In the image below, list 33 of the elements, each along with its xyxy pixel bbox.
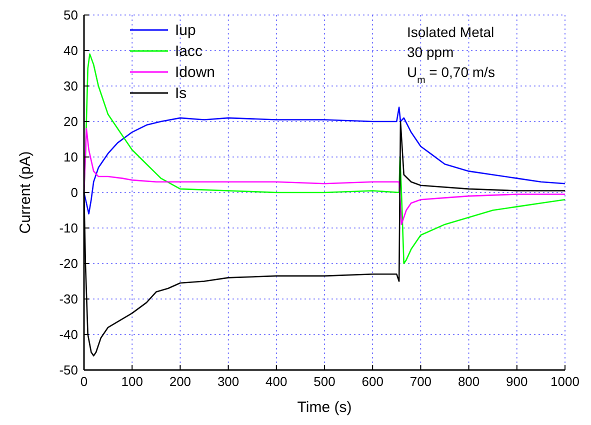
x-tick-label: 900 [506,374,528,389]
x-tick-label: 1000 [550,374,580,389]
y-axis-title: Current (pA) [17,151,34,234]
line-series [83,106,566,214]
legend-label: Is [175,85,187,102]
y-tick-label: -40 [59,327,78,342]
x-tick-label: 400 [266,374,288,389]
legend-label: Iup [175,22,196,39]
y-tick-label: 10 [64,150,78,164]
legend-label: Idown [175,64,216,81]
y-tick-label: -20 [59,256,78,271]
y-tick-label: 50 [64,8,78,22]
x-tick-label: 700 [410,374,432,389]
y-tick-label: -10 [59,220,78,236]
x-tick-label: 800 [458,374,480,389]
x-tick-label: 500 [314,374,336,389]
y-tick-label: -30 [59,292,78,306]
x-tick-label: 0 [80,374,88,389]
x-tick-label: 600 [362,374,384,389]
annotation: U$_{m}$ = 0,70 m/s [407,64,495,86]
y-tick-label: 20 [64,114,78,129]
x-tick-label: 300 [217,374,240,389]
y-tick-label: 0 [70,185,78,200]
annotation: 30 ppm [407,44,454,60]
legend-label: Iacc [175,43,204,60]
annotation: Isolated Metal [407,24,494,40]
y-tick-label: 40 [64,43,78,58]
x-axis-title: Time (s) [297,399,352,416]
x-tick-label: 100 [121,374,143,389]
y-tick-label: -50 [59,362,78,378]
x-tick-label: 200 [169,374,192,389]
line-series [83,128,566,226]
y-tick-label: 30 [64,78,78,94]
